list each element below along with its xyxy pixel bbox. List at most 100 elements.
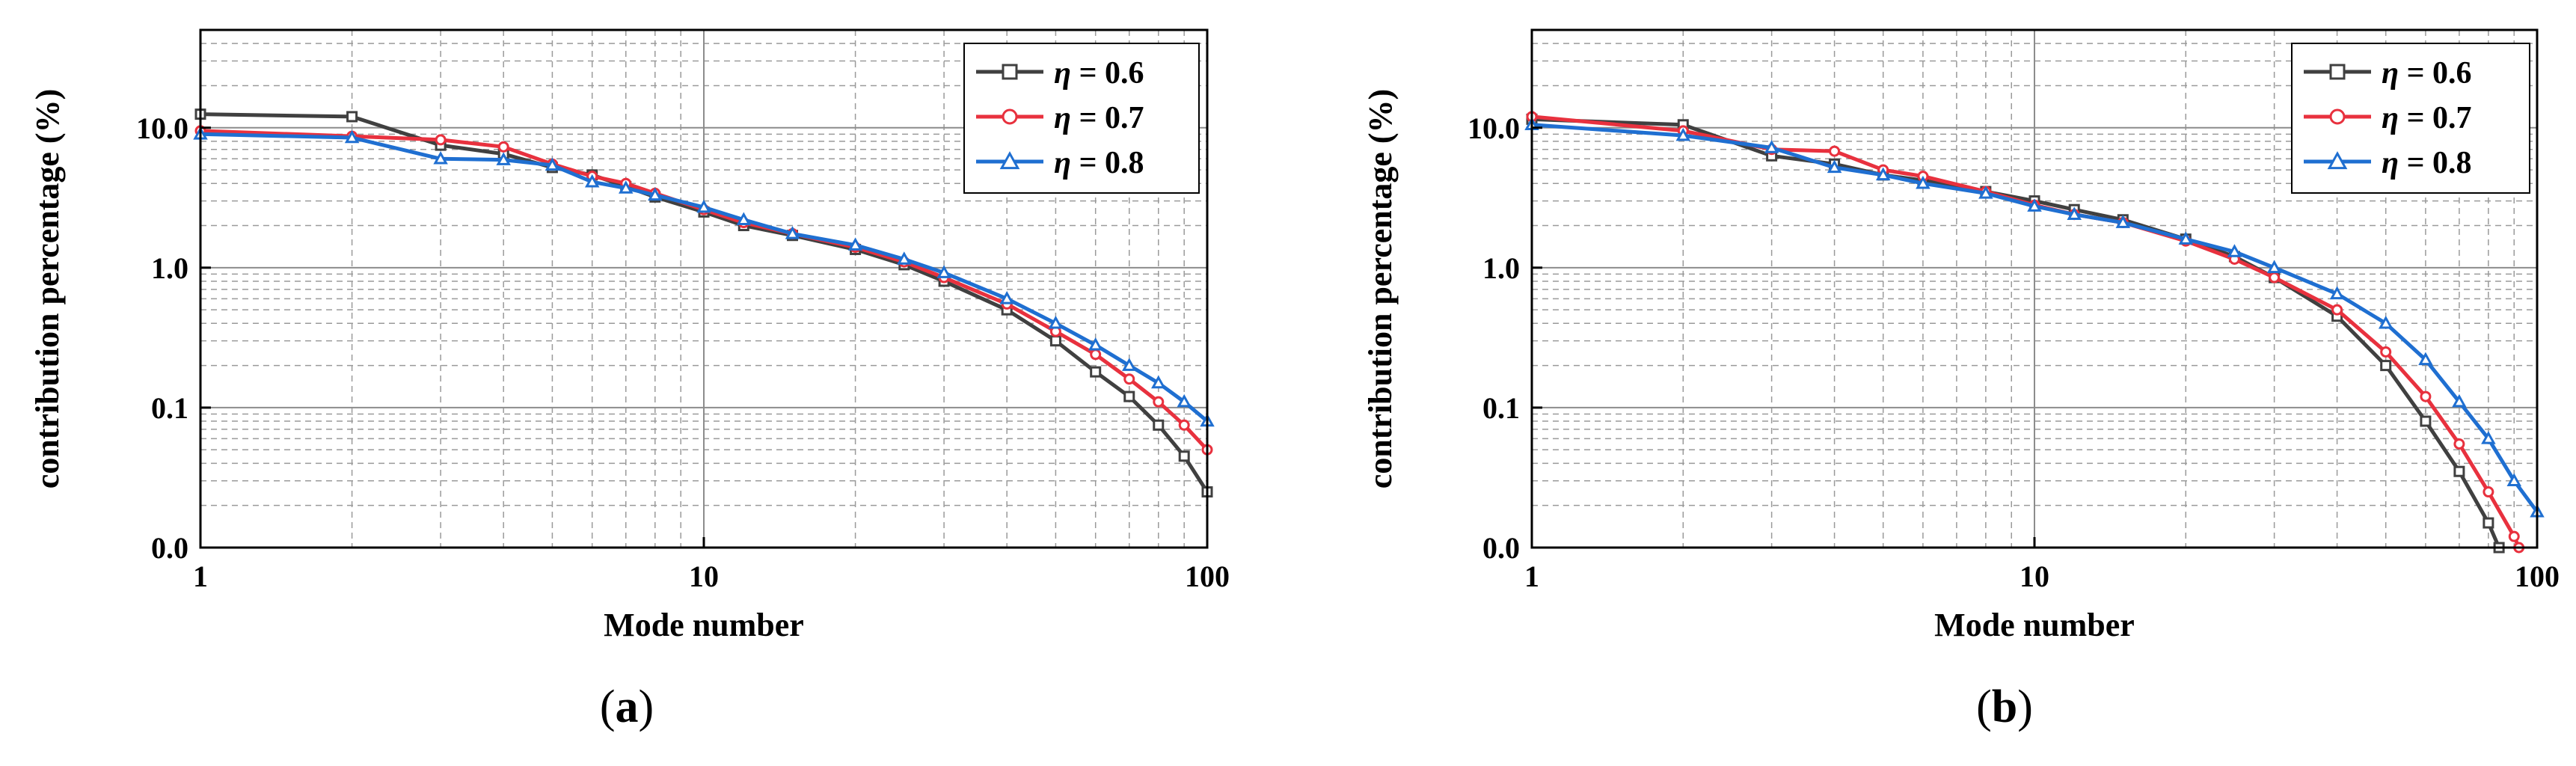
data-point [1088, 337, 1103, 351]
data-point [1153, 396, 1165, 408]
data-point [936, 265, 951, 278]
data-point [1048, 315, 1064, 329]
legend-item-1: η = 0.6 [976, 56, 1144, 91]
data-point [785, 226, 800, 239]
x-tick-label: 1 [193, 560, 208, 593]
data-point [2481, 431, 2496, 444]
data-point [2483, 486, 2494, 498]
data-point [2483, 517, 2494, 529]
legend-marker-circle [1002, 108, 1018, 125]
data-point [1827, 159, 1842, 174]
data-point [1049, 335, 1061, 347]
legend-marker-square [2329, 64, 2346, 80]
data-point [847, 237, 863, 251]
data-point [435, 134, 447, 146]
y-axis-label: contribution percentage (%) [29, 89, 66, 488]
data-point [2380, 346, 2392, 358]
data-point [1178, 419, 1190, 431]
series-line [1531, 123, 2539, 513]
data-point [1151, 375, 1166, 389]
data-point [2508, 530, 2520, 542]
data-point [584, 174, 600, 188]
data-point [736, 212, 752, 226]
x-tick-label: 1 [1524, 560, 1539, 593]
legend-label: η = 0.6 [1054, 56, 1144, 91]
data-point [696, 199, 711, 213]
y-tick-label: 0.1 [1482, 391, 1520, 425]
x-tick-label: 10 [2020, 560, 2049, 593]
y-tick-label: 1.0 [1482, 251, 1520, 285]
data-point [433, 150, 448, 165]
x-tick-label: 10 [689, 560, 719, 593]
data-point [619, 180, 634, 194]
y-tick-label: 1.0 [151, 251, 188, 285]
data-point [1090, 349, 1102, 361]
data-point [1978, 186, 1993, 199]
data-point [2452, 393, 2467, 408]
data-point [2178, 231, 2194, 245]
data-point [1177, 393, 1192, 408]
legend: η = 0.6 η = 0.7 η = 0.8 [963, 43, 1200, 194]
data-point [497, 141, 509, 153]
data-point [1675, 127, 1691, 141]
legend-item-3: η = 0.8 [976, 146, 1144, 180]
legend-item-2: η = 0.7 [976, 101, 1144, 135]
data-point [2331, 304, 2343, 316]
data-point [999, 291, 1014, 304]
legend-marker-triangle [999, 151, 1020, 170]
data-point [2453, 438, 2465, 450]
legend-item-3: η = 0.8 [2304, 146, 2472, 180]
data-point [346, 111, 358, 123]
panel-caption: (b) [1976, 681, 2033, 732]
chart-panel-b: 1 10 100 0.0 0.1 1.0 10.0 Mode number contributi… [1362, 28, 2560, 732]
legend-marker-circle [2329, 108, 2346, 125]
legend-marker-triangle [2327, 151, 2348, 170]
y-tick-label: 10.0 [136, 111, 188, 145]
legend: η = 0.6 η = 0.7 η = 0.8 [2291, 43, 2530, 194]
data-point [344, 129, 360, 144]
x-axis-label: Mode number [1934, 607, 2135, 643]
data-point [2420, 415, 2432, 427]
data-point [648, 187, 663, 201]
data-point [2418, 352, 2433, 366]
x-tick-label: 100 [1185, 560, 1230, 593]
legend-label: η = 0.7 [2382, 101, 2472, 135]
legend-item-1: η = 0.6 [2304, 56, 2472, 91]
series-3 [1524, 117, 2545, 518]
data-point [2027, 198, 2042, 212]
data-point [1123, 390, 1135, 402]
grid [200, 30, 1207, 548]
data-point [2067, 206, 2082, 220]
data-point [1122, 358, 1137, 371]
data-point [496, 152, 511, 165]
legend-item-2: η = 0.7 [2304, 101, 2472, 135]
data-point [1090, 366, 1102, 378]
data-point [1875, 167, 1891, 181]
legend-label: η = 0.8 [2382, 146, 2472, 180]
data-point [2266, 260, 2282, 274]
data-point [2115, 215, 2131, 228]
data-point [2378, 315, 2393, 329]
data-point [2506, 473, 2522, 487]
data-point [897, 251, 912, 265]
data-point [1178, 450, 1190, 462]
data-point [2380, 360, 2392, 372]
legend-marker-square [1002, 64, 1018, 80]
y-tick-label: 10.0 [1468, 111, 1520, 145]
y-tick-label: 0.0 [1482, 531, 1520, 565]
legend-label: η = 0.6 [2382, 56, 2472, 91]
data-point [2420, 390, 2432, 402]
y-tick-label: 0.0 [151, 531, 188, 565]
data-point [1764, 140, 1779, 153]
data-point [1123, 373, 1135, 385]
x-axis-label: Mode number [604, 607, 804, 643]
y-tick-label: 0.1 [151, 391, 188, 425]
chart-panel-a: 1 10 100 0.0 0.1 1.0 10.0 Mode number contributi… [29, 28, 1230, 732]
data-point [2329, 286, 2345, 300]
data-point [1916, 175, 1931, 189]
data-point [2227, 244, 2242, 257]
data-point [2269, 272, 2281, 284]
panel-caption: (a) [600, 681, 654, 732]
x-tick-label: 100 [2515, 560, 2560, 593]
